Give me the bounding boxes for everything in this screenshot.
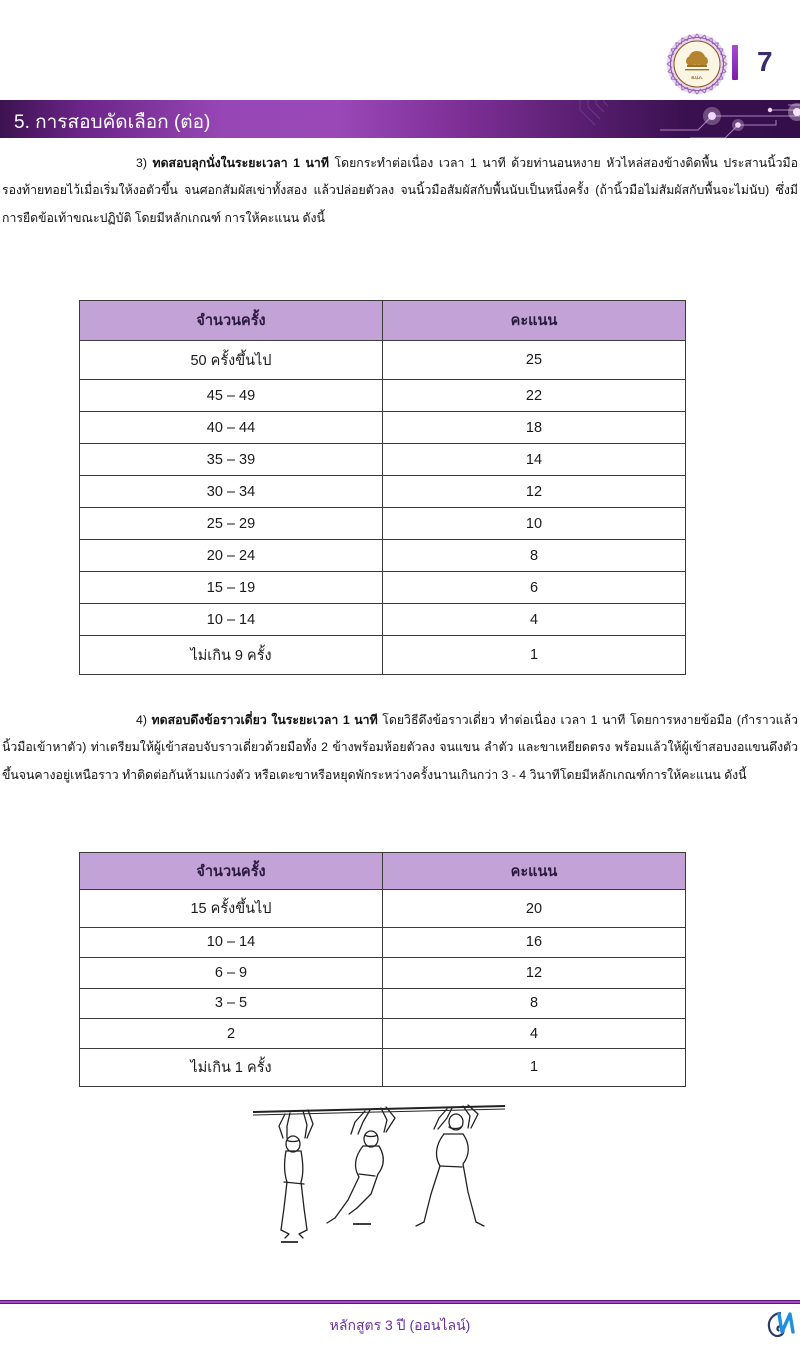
svg-text:ส.ป.ก.: ส.ป.ก. [691,74,703,80]
